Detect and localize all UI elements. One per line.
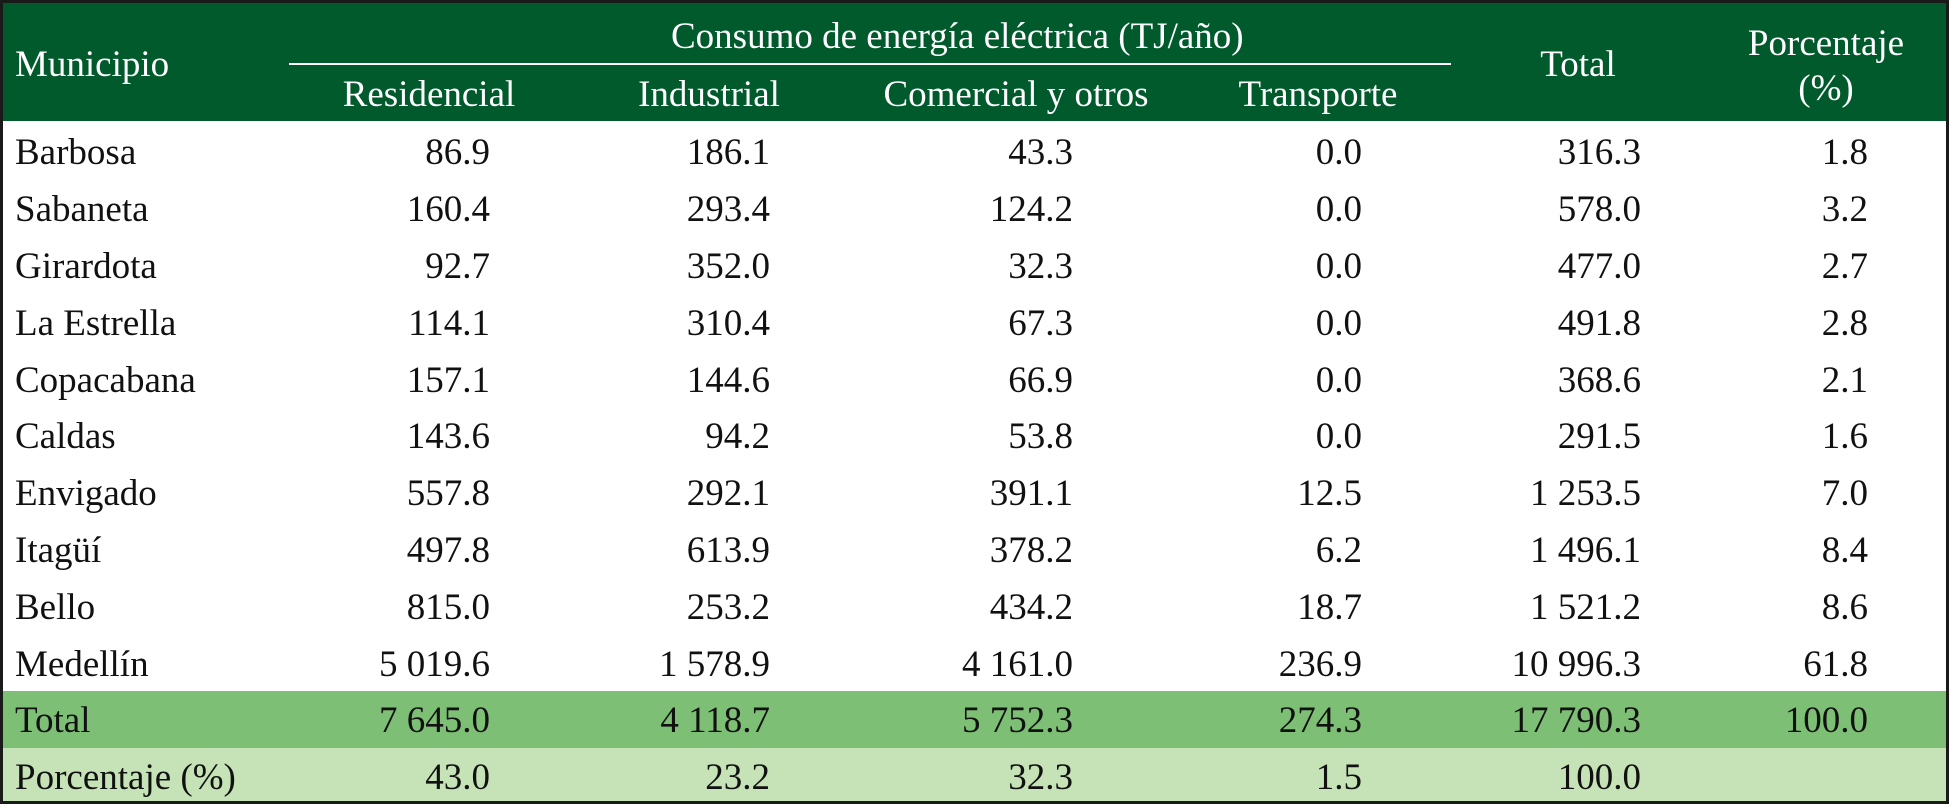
- cell-value: 67.3: [1008, 302, 1073, 344]
- row-label: Total: [15, 700, 91, 742]
- row-label: Copacabana: [15, 359, 196, 401]
- header-group-title: Consumo de energía eléctrica (TJ/año): [671, 16, 1244, 57]
- cell-value: 2.8: [1821, 302, 1868, 344]
- cell-value: 10 996.3: [1511, 643, 1642, 685]
- cell-value: 186.1: [686, 132, 770, 174]
- cell-value: 0.0: [1315, 302, 1362, 344]
- cell-value: 378.2: [989, 530, 1073, 571]
- cell-value: 86.9: [425, 132, 490, 174]
- cell-value: 143.6: [406, 416, 490, 458]
- cell-value: 292.1: [686, 473, 770, 515]
- cell-value: 1.5: [1315, 757, 1362, 799]
- cell-value: 17 790.3: [1511, 700, 1642, 742]
- cell-value: 477.0: [1557, 246, 1641, 287]
- cell-value: 0.0: [1315, 359, 1362, 401]
- cell-value: 18.7: [1297, 586, 1362, 628]
- cell-value: 1 496.1: [1530, 530, 1641, 571]
- cell-value: 92.7: [425, 246, 490, 287]
- cell-value: 94.2: [705, 416, 770, 458]
- cell-value: 4 118.7: [660, 700, 770, 742]
- row-label: Itagüí: [15, 530, 102, 571]
- header-column: Comercial y otros: [883, 74, 1149, 115]
- percentage-band: [3, 747, 1946, 801]
- cell-value: 557.8: [406, 473, 490, 515]
- header-percentage: Porcentaje (%): [1747, 23, 1905, 109]
- cell-value: 613.9: [686, 530, 770, 571]
- cell-value: 66.9: [1008, 359, 1073, 401]
- row-label: Girardota: [15, 246, 157, 287]
- cell-value: 8.6: [1821, 586, 1868, 628]
- cell-value: 61.8: [1803, 643, 1868, 685]
- cell-value: 114.1: [408, 302, 490, 344]
- cell-value: 391.1: [989, 473, 1073, 515]
- cell-value: 0.0: [1315, 246, 1362, 287]
- cell-value: 4 161.0: [962, 643, 1073, 685]
- cell-value: 53.8: [1008, 416, 1073, 458]
- header-municipality: Municipio: [15, 44, 170, 85]
- cell-value: 352.0: [686, 246, 770, 287]
- cell-value: 124.2: [989, 189, 1073, 231]
- cell-value: 100.0: [1784, 700, 1868, 742]
- total-band: [3, 691, 1946, 748]
- cell-value: 43.3: [1008, 132, 1073, 174]
- cell-value: 815.0: [406, 586, 490, 628]
- cell-value: 236.9: [1278, 643, 1362, 685]
- cell-value: 32.3: [1008, 246, 1073, 287]
- cell-value: 7.0: [1821, 473, 1868, 515]
- cell-value: 1.6: [1821, 416, 1868, 458]
- cell-value: 578.0: [1557, 189, 1641, 231]
- cell-value: 1.8: [1821, 132, 1868, 174]
- cell-value: 2.1: [1821, 359, 1868, 401]
- row-label: Barbosa: [15, 132, 137, 174]
- header-column: Residencial: [342, 74, 516, 115]
- group-rule: [289, 63, 1451, 65]
- cell-value: 144.6: [686, 359, 770, 401]
- row-label: Bello: [15, 586, 96, 628]
- cell-value: 12.5: [1297, 473, 1362, 515]
- row-label: La Estrella: [15, 302, 177, 344]
- cell-value: 160.4: [406, 189, 490, 231]
- cell-value: 32.3: [1008, 757, 1073, 799]
- row-label: Porcentaje (%): [15, 757, 236, 799]
- cell-value: 23.2: [705, 757, 770, 799]
- header-total: Total: [1540, 44, 1616, 85]
- cell-value: 310.4: [686, 302, 770, 344]
- cell-value: 5 752.3: [962, 700, 1073, 742]
- cell-value: 157.1: [406, 359, 490, 401]
- cell-value: 8.4: [1821, 530, 1868, 571]
- cell-value: 7 645.0: [379, 700, 490, 742]
- cell-value: 253.2: [686, 586, 770, 628]
- row-label: Envigado: [15, 473, 157, 515]
- cell-value: 316.3: [1557, 132, 1641, 174]
- cell-value: 5 019.6: [379, 643, 490, 685]
- cell-value: 100.0: [1557, 757, 1641, 799]
- cell-value: 434.2: [989, 586, 1073, 628]
- header-column: Transporte: [1238, 74, 1398, 115]
- cell-value: 1 578.9: [659, 643, 770, 685]
- cell-value: 0.0: [1315, 132, 1362, 174]
- cell-value: 293.4: [686, 189, 770, 231]
- cell-value: 1 521.2: [1530, 586, 1641, 628]
- header-column: Industrial: [638, 74, 780, 115]
- cell-value: 368.6: [1557, 359, 1641, 401]
- cell-value: 291.5: [1557, 416, 1641, 458]
- cell-value: 2.7: [1821, 246, 1868, 287]
- row-label: Sabaneta: [15, 189, 149, 231]
- cell-value: 0.0: [1315, 416, 1362, 458]
- cell-value: 3.2: [1821, 189, 1868, 231]
- row-label: Medellín: [15, 643, 149, 685]
- header-band: [3, 3, 1946, 121]
- cell-value: 6.2: [1315, 530, 1362, 571]
- cell-value: 274.3: [1278, 700, 1362, 742]
- cell-value: 43.0: [425, 757, 490, 799]
- row-label: Caldas: [15, 416, 116, 458]
- cell-value: 0.0: [1315, 189, 1362, 231]
- cell-value: 491.8: [1557, 302, 1641, 344]
- cell-value: 497.8: [406, 530, 490, 571]
- cell-value: 1 253.5: [1530, 473, 1641, 515]
